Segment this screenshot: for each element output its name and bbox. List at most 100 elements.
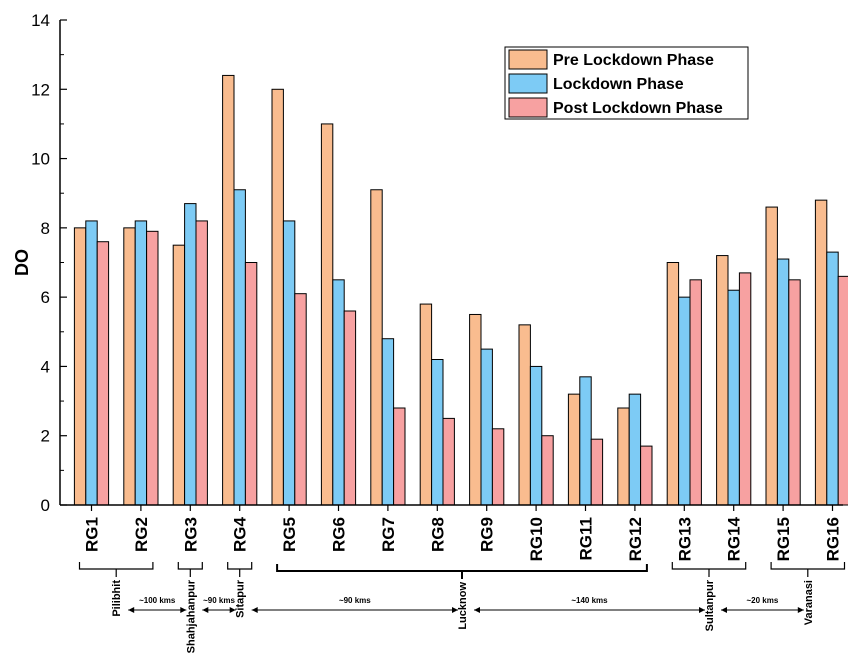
city-bracket [276,564,648,572]
x-tick-label-rg16: RG16 [824,517,843,561]
x-tick-label-rg9: RG9 [478,517,497,552]
bar-rg9-series-2 [480,348,493,506]
bar-rg8-series-1 [419,303,433,506]
y-tick-label: 6 [41,288,50,307]
legend-label-2: Lockdown Phase [553,76,684,93]
bar-rg5-series-2 [282,220,296,506]
x-tick-label-rg14: RG14 [725,516,744,561]
legend-swatch-3 [508,97,548,118]
y-tick-label: 14 [31,11,50,30]
legend-swatch-2 [508,73,548,94]
arrow-head-left [202,607,209,613]
bar-rg3-series-3 [195,220,208,506]
x-tick-label-rg4: RG4 [231,516,250,552]
y-axis-label: DO [12,249,32,276]
distance-label: ~100 kms [139,596,176,605]
y-tick-label: 12 [31,80,50,99]
y-tick-label: 2 [41,427,50,446]
bar-rg10-series-2 [529,365,543,506]
bar-rg12-series-1 [617,407,630,506]
x-tick-label-rg7: RG7 [379,517,398,552]
bar-rg16-series-3 [837,275,848,506]
city-label-pilibhit: Pilibhit [111,580,123,617]
city-label-lucknow: Lucknow [457,582,469,630]
x-tick-label-rg5: RG5 [280,517,299,552]
bar-rg16-series-2 [826,251,839,506]
x-tick-label-rg1: RG1 [83,517,102,552]
bar-rg9-series-3 [491,428,505,506]
arrow-head-left [474,607,480,613]
distance-label: ~90 kms [203,596,235,605]
arrow-head-right [180,607,187,613]
bar-rg1-series-1 [73,227,87,506]
bar-rg1-series-2 [85,220,98,506]
x-tick-label-rg15: RG15 [774,517,793,561]
bar-rg12-series-3 [640,445,653,506]
bar-rg14-series-3 [738,272,752,506]
arrow-head-right [699,607,705,613]
bar-rg8-series-3 [442,417,455,506]
bar-rg14-series-2 [727,289,740,506]
bar-rg15-series-2 [776,258,790,506]
bar-rg6-series-2 [332,279,345,506]
bar-rg2-series-2 [134,220,148,506]
city-bracket [227,562,253,570]
arrow-head-right [797,607,804,613]
y-tick-label: 4 [41,357,50,376]
arrow-head-left [128,607,135,613]
bar-rg12-series-2 [628,393,642,506]
legend-label-3: Post Lockdown Phase [553,100,723,117]
bar-rg4-series-2 [233,189,246,506]
bar-rg2-series-1 [123,227,136,506]
bar-rg7-series-2 [381,338,395,506]
bar-rg6-series-3 [343,310,357,506]
bar-rg5-series-1 [271,88,284,506]
bar-rg14-series-1 [716,255,729,506]
bar-rg2-series-3 [146,230,159,506]
x-tick-label-rg12: RG12 [626,517,645,561]
bar-rg11-series-1 [567,393,581,506]
bar-rg4-series-1 [222,74,235,506]
city-bracket [177,562,203,570]
distance-label: ~90 kms [339,596,371,605]
bar-rg15-series-3 [788,279,801,506]
bar-rg3-series-2 [184,203,197,506]
bar-rg16-series-1 [814,199,828,506]
x-tick-label-rg13: RG13 [675,517,694,561]
x-tick-label-rg2: RG2 [132,517,151,552]
x-tick-label-rg11: RG11 [577,517,596,560]
city-label-varanasi: Varanasi [803,580,815,625]
y-tick-label: 10 [31,150,50,169]
y-tick-label: 8 [41,219,50,238]
bar-rg11-series-2 [579,376,592,506]
bar-rg13-series-3 [689,279,702,506]
arrow-head-right [229,607,236,613]
city-label-sultanpur: Sultanpur [704,579,716,631]
x-tick-label-rg10: RG10 [527,517,546,561]
city-label-sitapur: Sitapur [235,579,247,618]
y-tick-label: 0 [41,496,50,515]
bar-rg13-series-1 [666,262,680,506]
bar-rg13-series-2 [678,296,691,506]
city-bracket [671,562,747,570]
distance-label: ~140 kms [571,596,608,605]
bar-rg7-series-3 [393,407,406,506]
bar-rg8-series-2 [431,359,444,506]
bar-rg5-series-3 [294,293,307,506]
city-label-shahjahanpur: Shahjahanpur [185,579,197,653]
arrow-head-right [452,607,458,613]
city-bracket [770,562,846,570]
legend-swatch-1 [508,49,548,70]
arrow-head-left [251,607,258,613]
bar-rg10-series-3 [541,435,554,506]
bar-rg6-series-1 [320,123,334,506]
x-tick-label-rg8: RG8 [428,517,447,552]
bar-rg15-series-1 [765,206,778,506]
bar-rg9-series-1 [469,313,482,506]
legend-label-1: Pre Lockdown Phase [553,52,714,69]
bar-rg4-series-3 [244,262,258,506]
bar-rg11-series-3 [590,438,604,506]
arrow-head-left [721,607,727,613]
distance-label: ~20 kms [746,596,778,605]
